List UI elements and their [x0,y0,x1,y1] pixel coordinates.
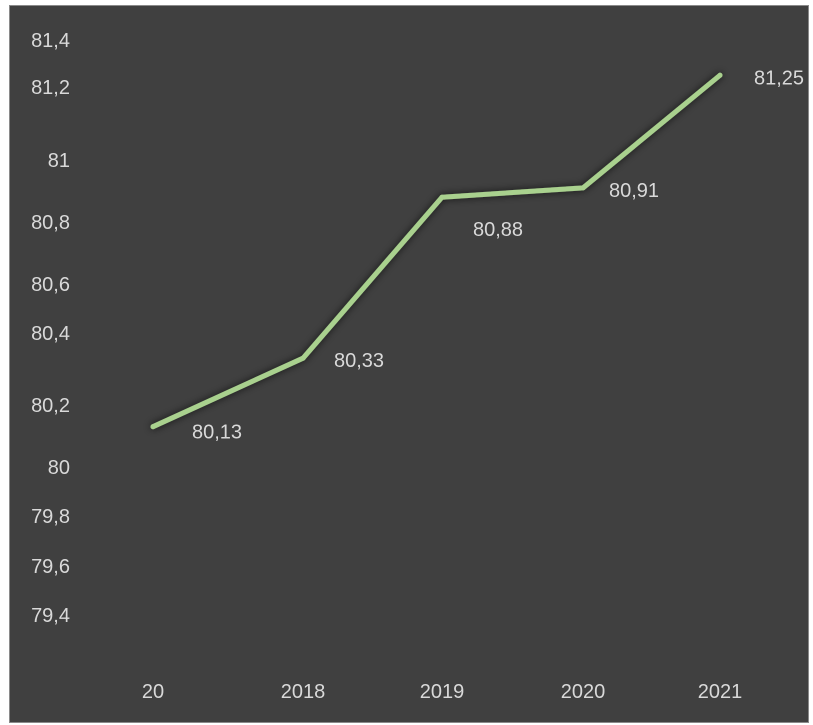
data-point [580,185,586,191]
x-axis-ticks: 20 2018 2019 2020 2021 [142,681,742,703]
data-point [300,355,306,361]
y-tick-label: 80,6 [31,274,70,296]
data-label: 80,13 [192,422,242,444]
data-point [439,194,445,200]
data-label: 80,88 [473,219,523,241]
y-tick-label: 80,2 [31,395,70,417]
y-tick-label: 79,8 [31,506,70,528]
x-tick-label: 20 [142,681,164,703]
x-tick-label: 2020 [561,681,606,703]
x-tick-label: 2021 [698,681,743,703]
x-tick-label: 2018 [281,681,326,703]
data-label: 80,91 [609,180,659,202]
y-tick-label: 80,8 [31,212,70,234]
data-point [150,424,156,430]
data-label: 81,25 [754,67,804,89]
y-tick-label: 80,4 [31,323,70,345]
series-line [150,72,723,430]
y-tick-label: 79,4 [31,605,70,627]
series-group [150,72,723,430]
x-tick-label: 2019 [420,681,465,703]
y-tick-label: 81,4 [31,30,70,52]
chart-frame [9,5,809,723]
y-axis-ticks: 81,4 81,2 81 80,8 80,6 80,4 80,2 80 79,8 79,6 79,4 [31,30,70,627]
y-tick-label: 79,6 [31,556,70,578]
y-tick-label: 80 [48,457,70,479]
y-tick-label: 81,2 [31,77,70,99]
data-label: 80,33 [334,350,384,372]
data-point [717,72,723,78]
data-labels: 80,13 80,33 80,88 80,91 81,25 [192,67,804,443]
y-tick-label: 81 [48,150,70,172]
